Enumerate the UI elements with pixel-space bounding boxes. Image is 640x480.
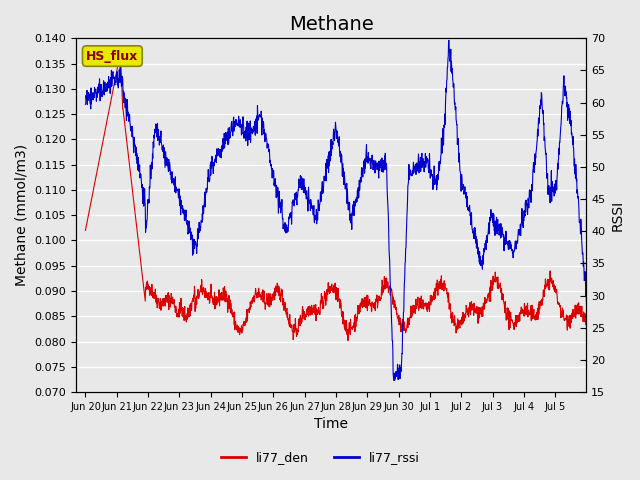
- li77_rssi: [445, 37, 452, 43]
- li77_den: [428, 299, 435, 304]
- Title: Methane: Methane: [289, 15, 374, 34]
- li77_rssi: [91, 90, 99, 96]
- li77_rssi: [551, 187, 559, 192]
- Line: li77_den: li77_den: [85, 53, 586, 340]
- li77_den: [308, 305, 316, 311]
- Text: HS_flux: HS_flux: [86, 49, 138, 62]
- Y-axis label: RSSI: RSSI: [611, 200, 625, 231]
- li77_den: [116, 50, 124, 56]
- Y-axis label: Methane (mmol/m3): Methane (mmol/m3): [15, 144, 29, 286]
- Line: li77_rssi: li77_rssi: [85, 40, 586, 381]
- X-axis label: Time: Time: [314, 418, 348, 432]
- Legend: li77_den, li77_rssi: li77_den, li77_rssi: [216, 446, 424, 469]
- li77_rssi: [390, 378, 397, 384]
- li77_den: [551, 286, 559, 291]
- li77_rssi: [308, 205, 316, 211]
- li77_den: [81, 228, 89, 233]
- li77_rssi: [427, 168, 435, 173]
- li77_rssi: [171, 182, 179, 188]
- li77_den: [172, 310, 179, 315]
- li77_rssi: [338, 153, 346, 158]
- li77_den: [344, 337, 352, 343]
- li77_rssi: [81, 101, 89, 107]
- li77_den: [582, 311, 590, 316]
- li77_den: [91, 180, 99, 185]
- li77_rssi: [582, 300, 590, 306]
- li77_den: [338, 311, 346, 317]
